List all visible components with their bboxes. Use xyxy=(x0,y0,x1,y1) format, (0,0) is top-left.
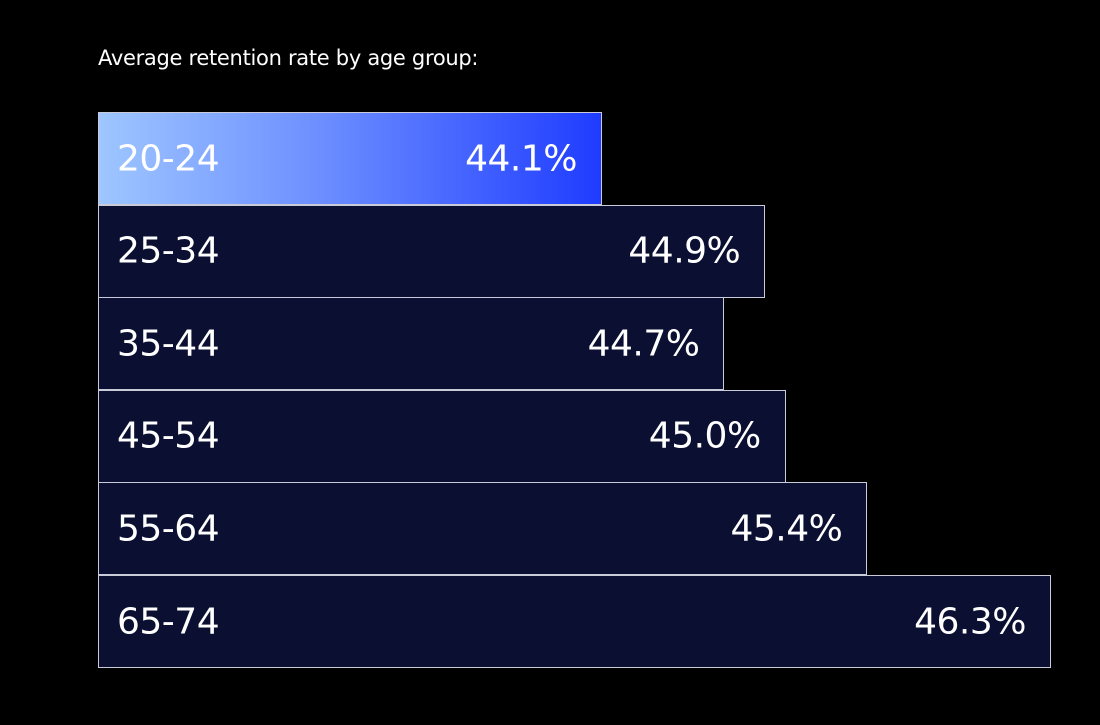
bar-35-44: 35-44 44.7% xyxy=(98,297,725,391)
chart-title: Average retention rate by age group: xyxy=(98,46,479,70)
bar-value-label: 45.0% xyxy=(648,415,761,457)
bar-category-label: 35-44 xyxy=(117,323,220,365)
bar-value-label: 45.4% xyxy=(730,508,843,550)
bar-value-label: 44.9% xyxy=(628,230,741,272)
bar-category-label: 55-64 xyxy=(117,508,220,550)
bar-category-label: 20-24 xyxy=(117,138,220,179)
bar-45-54: 45-54 45.0% xyxy=(98,389,786,483)
bar-20-24: 20-24 44.1% xyxy=(98,112,602,205)
bar-category-label: 65-74 xyxy=(117,601,220,642)
bar-65-74: 65-74 46.3% xyxy=(98,575,1051,668)
bar-25-34: 25-34 44.9% xyxy=(98,204,766,298)
bar-category-label: 25-34 xyxy=(117,230,220,272)
bar-55-64: 55-64 45.4% xyxy=(98,482,868,576)
bar-value-label: 44.1% xyxy=(465,138,577,179)
bar-value-label: 44.7% xyxy=(587,323,700,365)
bar-value-label: 46.3% xyxy=(914,601,1026,642)
bar-category-label: 45-54 xyxy=(117,415,220,457)
